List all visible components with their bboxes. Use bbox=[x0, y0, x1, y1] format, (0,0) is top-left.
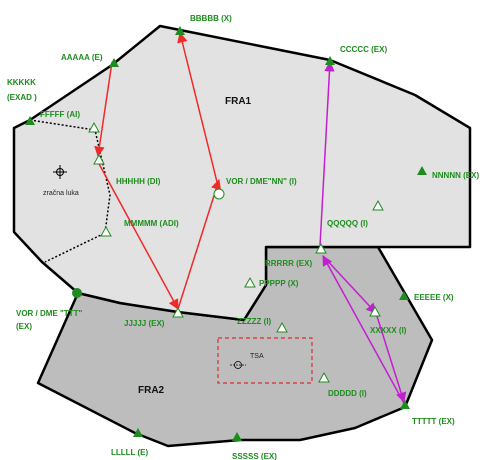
label-ppppp: PPPPP (X) bbox=[259, 279, 299, 288]
fra2-label: FRA2 bbox=[138, 385, 165, 396]
point-xxxxx-marker bbox=[369, 305, 381, 317]
label-jjjjj: JJJJJ (EX) bbox=[124, 319, 165, 328]
point-ddddd-marker bbox=[318, 371, 330, 383]
point-aaaaa-marker bbox=[109, 58, 119, 67]
fra1-sector bbox=[12, 24, 472, 322]
label-eeeee: EEEEE (X) bbox=[414, 293, 454, 302]
point-ppppp-marker bbox=[244, 276, 256, 288]
point-kkkkk-marker bbox=[25, 116, 35, 125]
label-nnnnn: NNNNN (EX) bbox=[432, 171, 479, 180]
point-ttttt-marker bbox=[400, 400, 410, 409]
label-bbbbb: BBBBB (X) bbox=[190, 14, 232, 23]
label-sssss: SSSSS (EX) bbox=[232, 452, 277, 460]
airport-label: zračna luka bbox=[43, 190, 79, 197]
point-rrrrr-marker bbox=[315, 242, 327, 254]
label-aaaaa: AAAAA (E) bbox=[61, 53, 103, 62]
label-kkkkk-2: (EXAD ) bbox=[7, 93, 37, 102]
point-qqqqq-marker bbox=[372, 199, 384, 211]
label-ccccc: CCCCC (EX) bbox=[340, 45, 387, 54]
point-fffff-marker bbox=[88, 121, 100, 133]
airport-boundary bbox=[29, 119, 111, 263]
red-route bbox=[94, 31, 222, 310]
point-eeeee-marker bbox=[399, 291, 409, 300]
point-mmmmm-marker bbox=[100, 225, 112, 237]
label-hhhhh: HHHHH (DI) bbox=[116, 177, 161, 186]
internal-points bbox=[88, 121, 384, 383]
label-vor-ttt-2: (EX) bbox=[16, 322, 32, 331]
magenta-route bbox=[319, 60, 407, 406]
point-zzzzz-marker bbox=[276, 321, 288, 333]
tsa-area bbox=[217, 337, 313, 384]
point-bbbbb-marker bbox=[175, 26, 185, 35]
point-jjjjj-marker bbox=[172, 306, 184, 318]
label-rrrrr: RRRRR (EX) bbox=[265, 259, 312, 268]
point-hhhhh-marker bbox=[93, 153, 105, 165]
tsa-label: TSA bbox=[250, 353, 264, 360]
label-kkkkk-1: KKKKK bbox=[7, 78, 36, 87]
fra1-label: FRA1 bbox=[225, 96, 252, 107]
point-ccccc-marker bbox=[325, 56, 335, 65]
label-lllll: LLLLL (E) bbox=[111, 448, 149, 457]
boundary-points bbox=[25, 26, 427, 441]
vor-ttt-marker bbox=[72, 288, 82, 298]
point-lllll-marker bbox=[133, 428, 143, 437]
point-nnnnn-marker bbox=[417, 166, 427, 175]
tsa-icon bbox=[230, 361, 246, 369]
label-fffff: FFFFF (AI) bbox=[40, 110, 80, 119]
label-vor-ttt-1: VOR / DME "TTT" bbox=[16, 309, 82, 318]
airport-icon bbox=[53, 165, 67, 179]
label-vor-nn: VOR / DME"NN" (I) bbox=[226, 177, 297, 186]
label-qqqqq: QQQQQ (I) bbox=[327, 219, 368, 228]
label-zzzzz: ZZZZZ (I) bbox=[237, 317, 272, 326]
label-ddddd: DDDDD (I) bbox=[328, 389, 367, 398]
label-xxxxx: XXXXX (I) bbox=[370, 326, 407, 335]
label-ttttt: TTTTT (EX) bbox=[412, 417, 455, 426]
point-sssss-marker bbox=[232, 432, 242, 441]
vor-nn-marker bbox=[213, 188, 225, 200]
label-mmmmm: MMMMM (ADI) bbox=[124, 219, 179, 228]
